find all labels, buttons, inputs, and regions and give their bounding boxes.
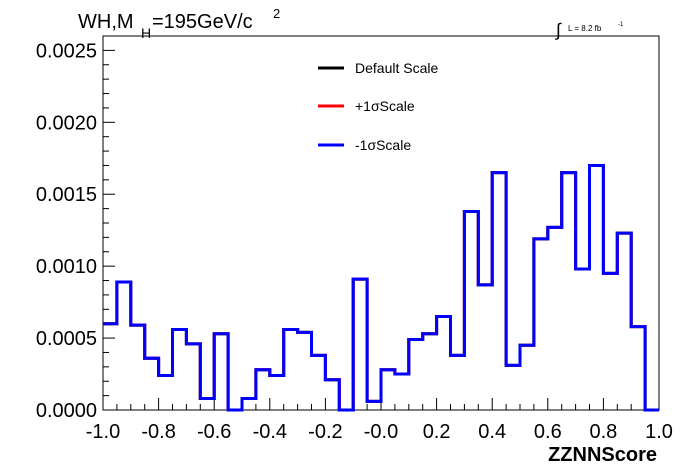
luminosity-label: ∫ L = 8.2 fb -1 <box>554 20 624 40</box>
integral-symbol: ∫ <box>554 20 562 40</box>
y-axis: 0.0000 0.0005 0.0010 0.0015 0.0020 0.0025 <box>36 35 115 422</box>
x-axis: -1.0 -0.8 -0.6 -0.4 -0.2 -0.0 0.2 0.4 0.6 0.8 1.0 <box>86 398 673 443</box>
x-tick-label: 0.6 <box>534 421 562 443</box>
y-tick-label: 0.0005 <box>36 328 97 350</box>
x-tick-label: 0.8 <box>589 421 617 443</box>
series-line-minus1sigma-scale <box>103 163 659 412</box>
x-tick-label: -1.0 <box>86 421 120 443</box>
title-main: WH,M <box>78 11 134 33</box>
legend-label-minus1sigma: -1σScale <box>355 137 411 153</box>
legend: Default Scale +1σScale -1σScale <box>318 60 438 153</box>
x-tick-label: -0.2 <box>308 421 342 443</box>
y-tick-label: 0.0025 <box>36 40 97 62</box>
title-rest: =195GeV/c <box>152 11 253 33</box>
legend-label-default: Default Scale <box>355 60 438 76</box>
title-subscript: H <box>141 25 151 41</box>
x-tick-label: -0.8 <box>141 421 175 443</box>
plot-title: WH,M H =195GeV/c 2 <box>78 6 280 41</box>
x-tick-label: 0.4 <box>478 421 506 443</box>
legend-label-plus1sigma: +1σScale <box>355 98 415 114</box>
y-tick-label: 0.0010 <box>36 256 97 278</box>
y-tick-label: 0.0020 <box>36 112 97 134</box>
series-layer <box>103 163 659 412</box>
title-superscript: 2 <box>273 6 280 21</box>
x-tick-label: -0.4 <box>253 421 287 443</box>
luminosity-superscript: -1 <box>618 22 624 28</box>
x-tick-label: 1.0 <box>645 421 673 443</box>
y-tick-label: 0.0000 <box>36 400 97 422</box>
x-tick-label: -0.0 <box>364 421 398 443</box>
x-axis-title: ZZNNScore <box>548 444 657 466</box>
y-tick-label: 0.0015 <box>36 184 97 206</box>
x-tick-label: -0.6 <box>197 421 231 443</box>
luminosity-text: L = 8.2 fb <box>568 24 602 33</box>
x-tick-label: 0.2 <box>423 421 451 443</box>
